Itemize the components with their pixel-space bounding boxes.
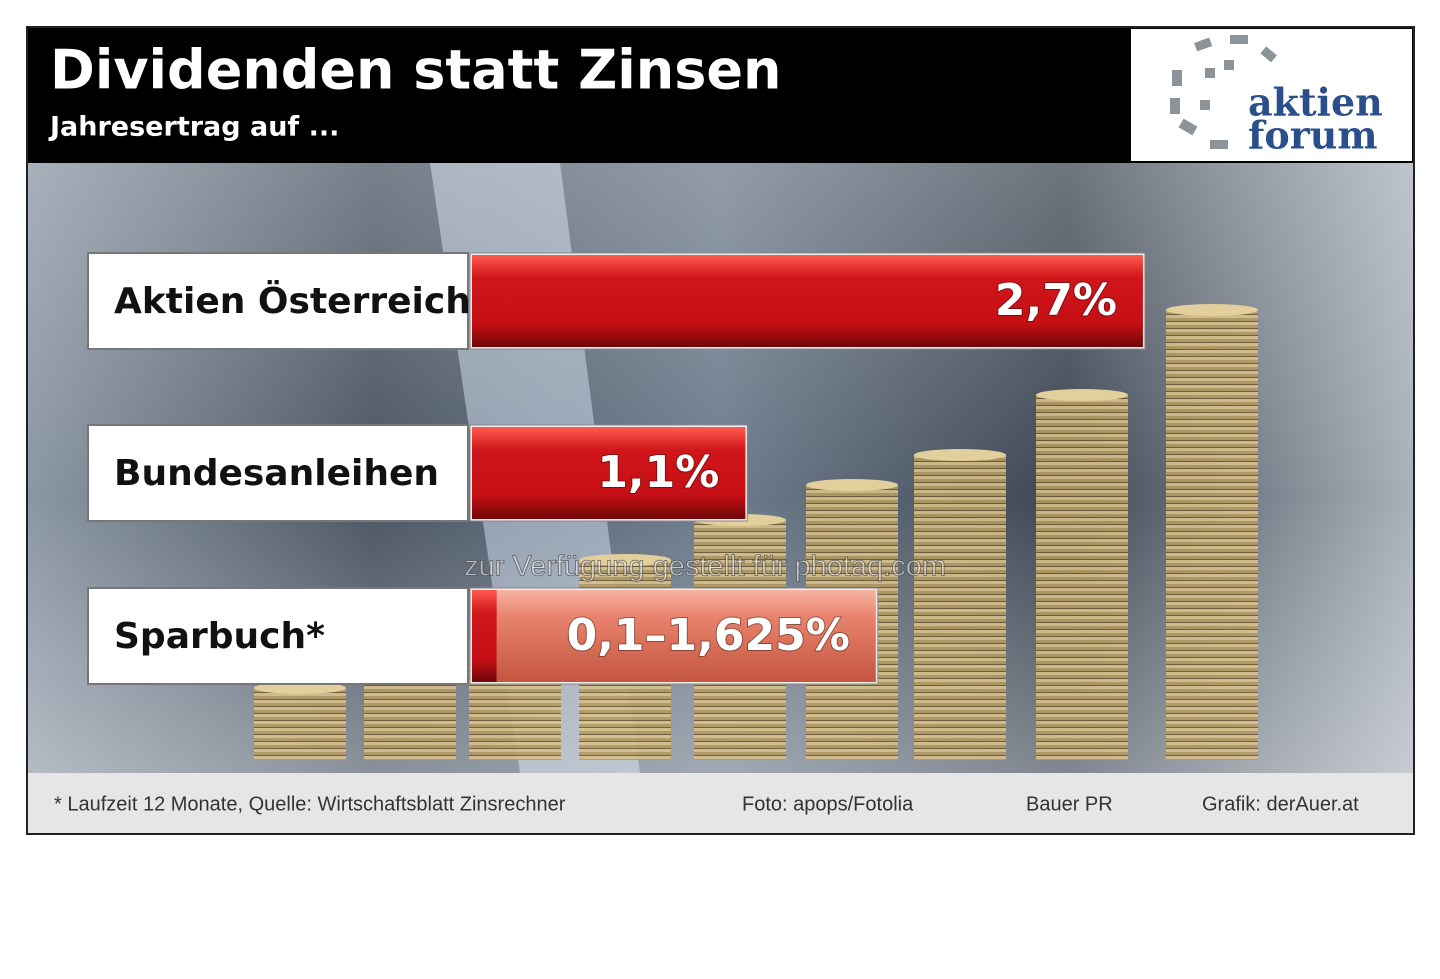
- coin-stack: [1036, 395, 1128, 760]
- bar: [472, 427, 746, 519]
- coin-top: [806, 479, 898, 491]
- value-label: 2,7%: [995, 275, 1117, 326]
- category-label: Aktien Österreich: [114, 280, 471, 322]
- value-label: 0,1–1,625%: [567, 610, 850, 661]
- category-label: Bundesanleihen: [114, 453, 439, 494]
- value-label: 1,1%: [597, 447, 719, 498]
- coin-stack: [254, 688, 346, 760]
- logo-text: forum: [1248, 113, 1378, 158]
- coin-stack: [1166, 310, 1258, 760]
- photo-credit: Foto: apops/Fotolia: [742, 793, 914, 815]
- agency: Bauer PR: [1026, 793, 1113, 815]
- footer: [28, 773, 1413, 833]
- logo-mark: [1170, 35, 1277, 149]
- coin-top: [1166, 304, 1258, 316]
- category-box: [87, 252, 469, 350]
- chart-title: Dividenden statt Zinsen: [50, 39, 781, 102]
- category-box: [87, 587, 469, 685]
- bar: [472, 255, 1143, 347]
- coin-top: [914, 449, 1006, 461]
- coin-stack: [364, 672, 456, 760]
- footnote: * Laufzeit 12 Monate, Quelle: Wirtschaft…: [54, 793, 566, 815]
- category-box: [87, 424, 469, 522]
- coin-top: [1036, 389, 1128, 401]
- watermark: zur Verfügung gestellt für photaq.com: [464, 551, 946, 583]
- chart-subtitle: Jahresertrag auf ...: [48, 112, 339, 143]
- bar-range: [496, 590, 876, 682]
- bar-range-start: [472, 590, 497, 682]
- graphic-credit: Grafik: derAuer.at: [1202, 793, 1359, 815]
- coin-stack: [914, 455, 1006, 760]
- category-label: Sparbuch*: [114, 616, 325, 657]
- logo-text: aktien: [1248, 80, 1383, 125]
- coin-top: [579, 554, 671, 566]
- bars: Aktien Österreich 2,7% Bundesanleihen 1,1% S…: [87, 252, 1146, 685]
